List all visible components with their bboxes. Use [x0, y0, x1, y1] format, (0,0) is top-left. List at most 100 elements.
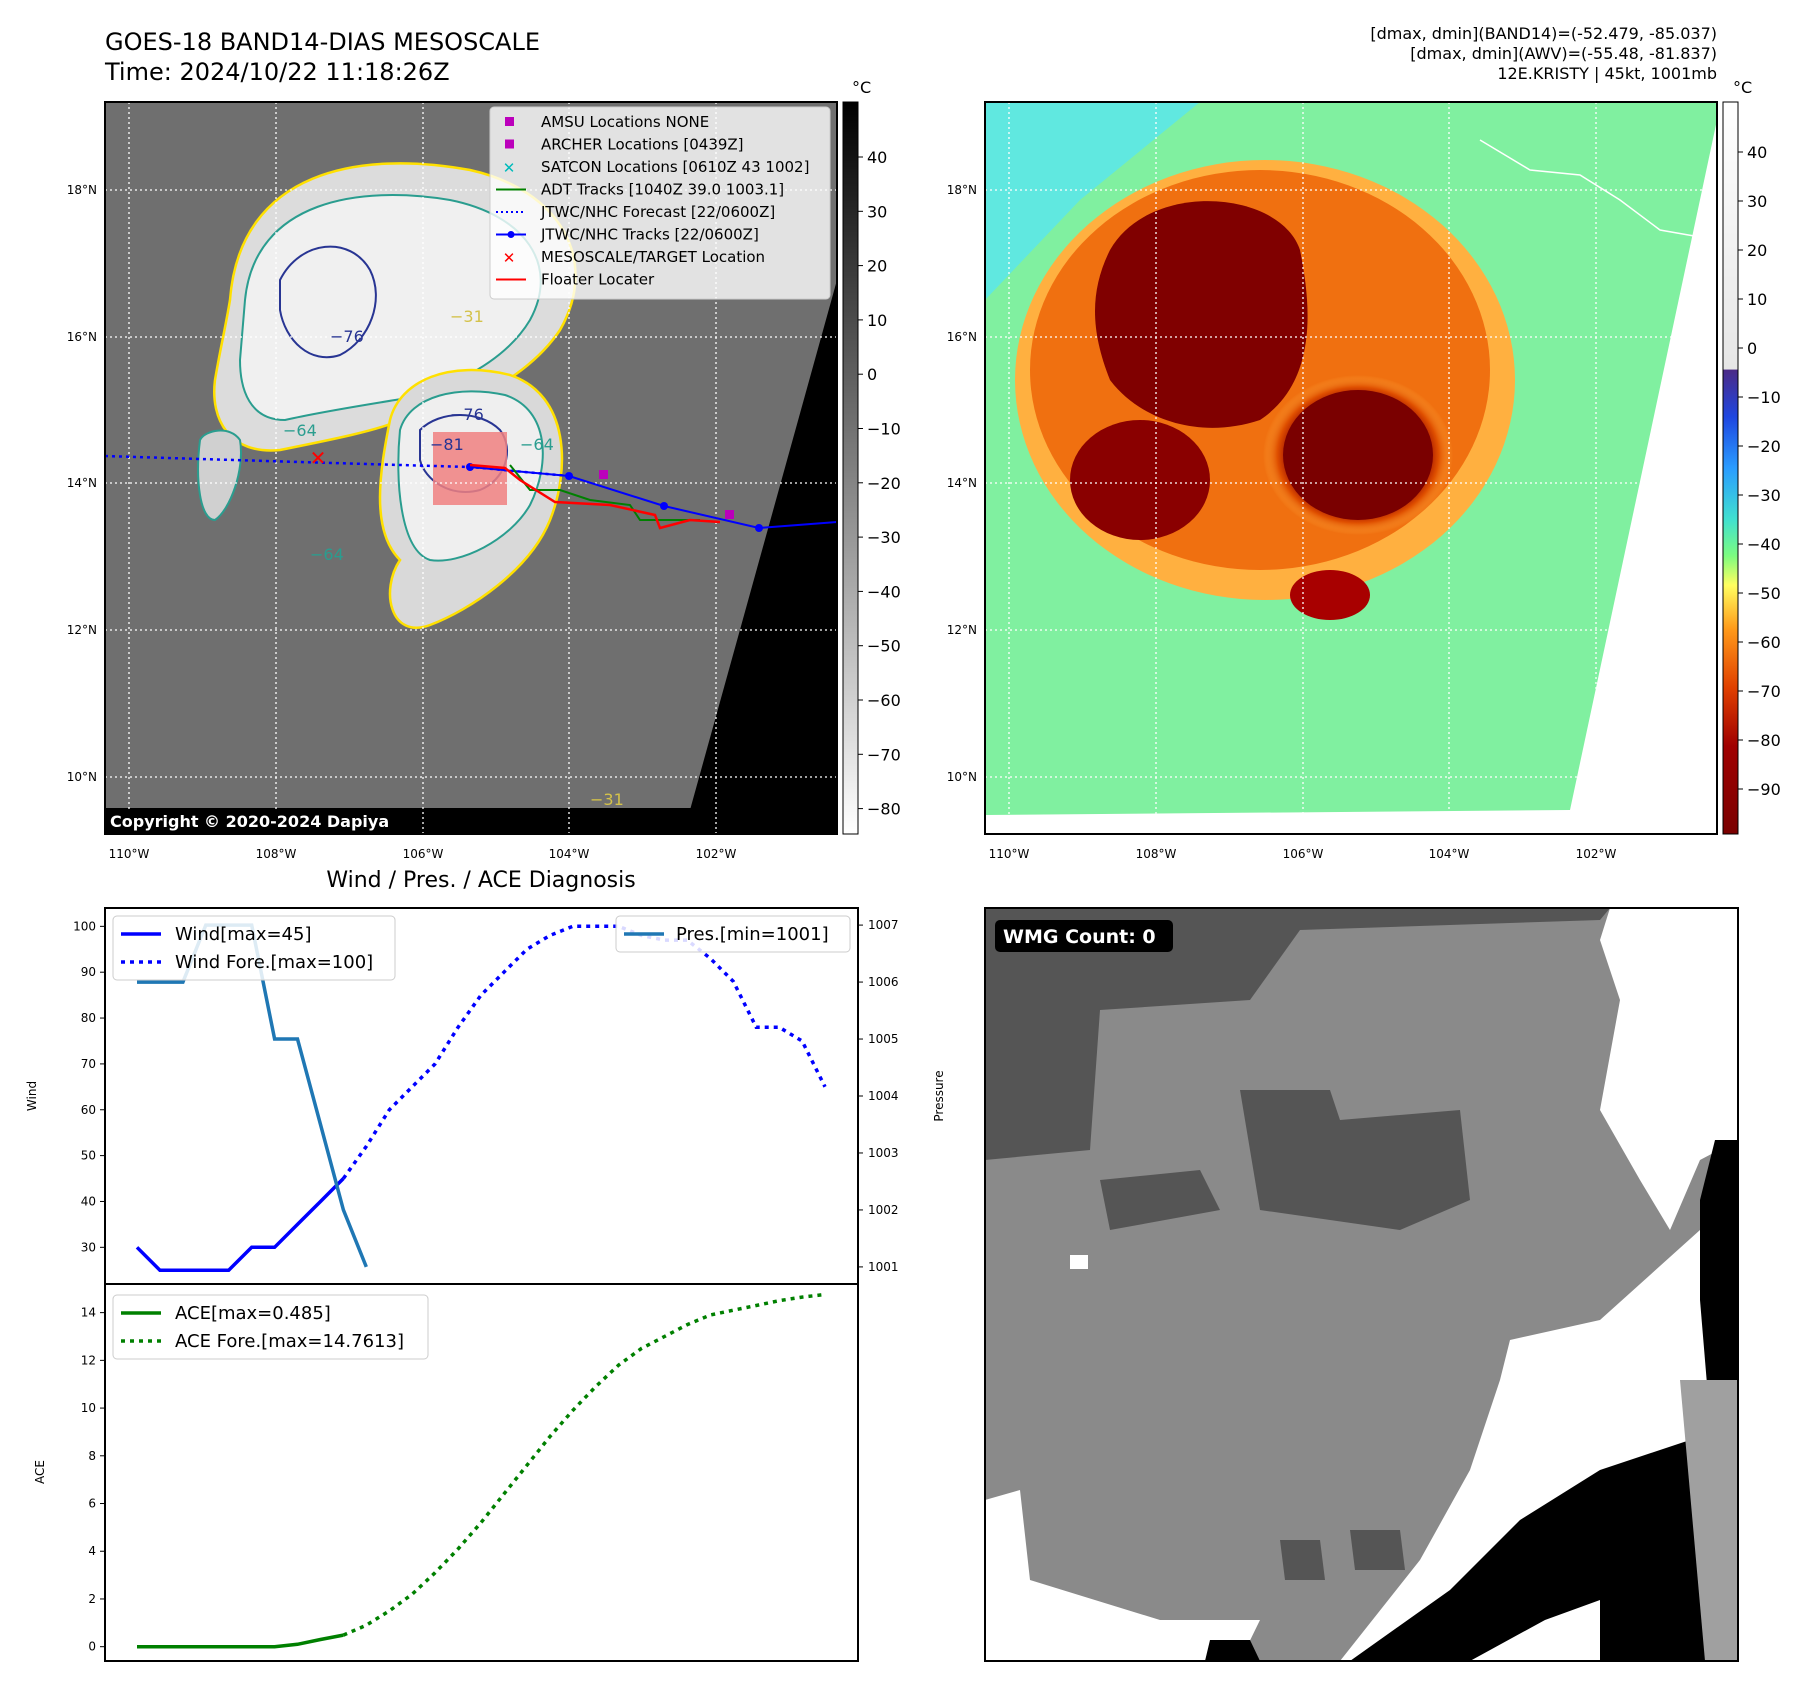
colorbar-tick-label: −40 — [1747, 535, 1781, 554]
axis-tick-label: 1001 — [868, 1260, 899, 1274]
wmg-white-region-sw — [985, 1490, 1260, 1661]
legend-label: SATCON Locations [0610Z 43 1002] — [541, 158, 809, 176]
colorbar-tick-label: −60 — [1747, 633, 1781, 652]
colorbar-tick-label: −50 — [1747, 584, 1781, 603]
ir-tracks: ✕ — [105, 446, 837, 532]
axis-tick-label: 60 — [81, 1103, 96, 1117]
awv-panel — [984, 101, 1718, 835]
mesoscale-target-marker: ✕ — [310, 446, 327, 470]
axis-tick-label: 2 — [88, 1592, 96, 1606]
legend-label: AMSU Locations NONE — [541, 113, 709, 131]
latitude-label: 16°N — [947, 330, 977, 344]
colorbar-tick-label: −20 — [867, 474, 901, 493]
colorbar-tick-label: 10 — [867, 311, 887, 330]
adt-track — [509, 464, 700, 521]
ace-chart: ACE 0 2 4 6 8 10 12 14 ACE[max=0.485] ACE Fore.… — [33, 1283, 859, 1662]
wmg-white-pixel — [1070, 1255, 1088, 1269]
wmg-dark-region-west — [1100, 1170, 1220, 1230]
floater-track — [469, 463, 721, 530]
longitude-label: 102°W — [1576, 847, 1617, 861]
colorbar-tick-label: 40 — [867, 148, 887, 167]
awv-color-bar — [1722, 101, 1739, 835]
longitude-label: 102°W — [696, 847, 737, 861]
colorbar-tick-label: 0 — [867, 365, 877, 384]
contour-label: −31 — [450, 307, 484, 326]
axis-tick-label: 1006 — [868, 975, 899, 989]
legend-marker-x: ✕ — [503, 159, 516, 177]
colorbar-tick-label: −50 — [867, 637, 901, 656]
contour-label: −76 — [450, 405, 484, 424]
longitude-label: 108°W — [256, 847, 297, 861]
wind-legend-box — [112, 915, 396, 981]
legend-marker-square — [505, 139, 514, 149]
contour-label: −64 — [310, 545, 344, 564]
map-axes-labels: 110°W 108°W 106°W 104°W 102°W 18°N 16°N 14°N 12°… — [67, 183, 1617, 861]
wmg-dark-patch — [1350, 1530, 1405, 1570]
wmg-white-region-ne — [1600, 908, 1738, 1230]
longitude-label: 106°W — [403, 847, 444, 861]
colorbar-tick-label: −80 — [1747, 731, 1781, 750]
legend-pressure: Pres.[min=1001] — [676, 924, 829, 945]
latitude-label: 18°N — [947, 183, 977, 197]
archer-marker — [725, 510, 734, 519]
legend-items: AMSU Locations NONE ARCHER Locations [043… — [496, 113, 809, 289]
legend-label: ADT Tracks [1040Z 39.0 1003.1] — [541, 181, 784, 199]
colorbar-tick-label: 40 — [1747, 143, 1767, 162]
legend-label: ARCHER Locations [0439Z] — [541, 136, 744, 154]
stats-awv: [dmax, dmin](AWV)=(-55.48, -81.837) — [1410, 44, 1717, 63]
wmg-panel: WMG Count: 0 — [984, 907, 1739, 1662]
axis-tick-label: 6 — [88, 1497, 96, 1511]
latitude-label: 18°N — [67, 183, 97, 197]
diag-title: Wind / Pres. / ACE Diagnosis — [326, 868, 635, 893]
longitude-label: 106°W — [1283, 847, 1324, 861]
axis-tick-label: 1003 — [868, 1146, 899, 1160]
longitude-label: 104°W — [549, 847, 590, 861]
pressure-legend-box — [615, 915, 851, 953]
axis-tick-label: 12 — [81, 1353, 96, 1367]
awv-band-south — [1290, 570, 1370, 620]
colorbar-tick-label: −30 — [867, 528, 901, 547]
ace-series — [136, 1292, 826, 1649]
latitude-label: 12°N — [67, 623, 97, 637]
wmg-light-strip — [1680, 1380, 1738, 1661]
colorbar-tick-label: 30 — [1747, 192, 1767, 211]
stats-storm: 12E.KRISTY | 45kt, 1001mb — [1497, 64, 1717, 83]
colorbar-unit: °C — [852, 78, 871, 97]
axis-tick-label: 1007 — [868, 918, 899, 932]
wmg-dark-region-north — [985, 908, 1610, 1160]
awv-colorbar: °C 40 30 20 10 0 −10 −20 −30 −40 −50 −60 −70 −80 −90 — [1722, 78, 1781, 835]
figure-time: Time: 2024/10/22 11:18:26Z — [104, 58, 450, 86]
colorbar-tick-label: 20 — [1747, 241, 1767, 260]
axis-tick-label: 14 — [81, 1306, 96, 1320]
wmg-frame — [984, 907, 1739, 1662]
axis-tick-label: 30 — [81, 1240, 96, 1254]
forecast-track — [105, 454, 570, 478]
nhc-track-point — [565, 472, 573, 480]
colorbar-tick-label: 30 — [867, 202, 887, 221]
wind-legend: Wind[max=45] Wind Fore.[max=100] — [112, 915, 396, 981]
series-line — [137, 1633, 344, 1649]
axis-tick-label: 40 — [81, 1194, 96, 1208]
colorbar-tick-label: 0 — [1747, 339, 1757, 358]
colorbar-tick-label: −20 — [1747, 437, 1781, 456]
colorbar-tick-label: −40 — [867, 582, 901, 601]
axis-tick-label: 1005 — [868, 1032, 899, 1046]
copyright-text: Copyright © 2020-2024 Dapiya — [110, 812, 389, 831]
awv-gridlines — [985, 102, 1717, 834]
awv-coastline — [1479, 139, 1717, 241]
figure-title: GOES-18 BAND14-DIAS MESOSCALE — [105, 28, 540, 56]
wmg-dark-region-center — [1240, 1090, 1470, 1230]
legend-marker-square — [505, 117, 514, 126]
series-line — [135, 1177, 345, 1272]
legend-label: JTWC/NHC Tracks [22/0600Z] — [540, 226, 759, 244]
awv-cold-top-west — [1070, 420, 1210, 540]
ir-colorbar: °C 40 30 20 10 0 −10 −20 −30 −40 −50 −60 −70 −80 — [842, 78, 901, 835]
nhc-track-point — [755, 524, 763, 532]
axis-tick-label: 90 — [81, 965, 96, 979]
colorbar-tick-label: −10 — [867, 420, 901, 439]
latitude-label: 14°N — [947, 476, 977, 490]
axis-tick-label: 10 — [81, 1401, 96, 1415]
axis-tick-label: 80 — [81, 1011, 96, 1025]
cloud-west — [197, 429, 242, 522]
